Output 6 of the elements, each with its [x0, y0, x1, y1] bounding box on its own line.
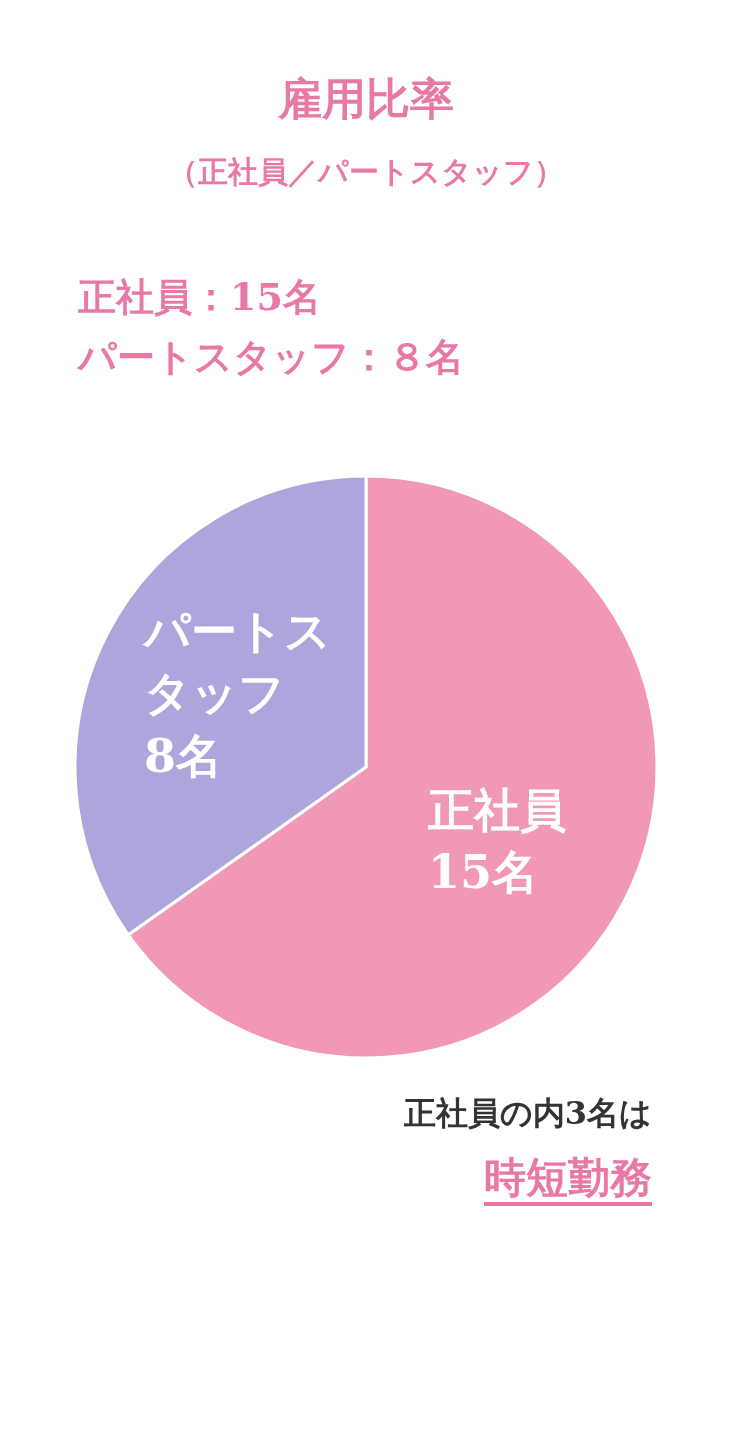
annotation: 正社員：15名: [78, 273, 321, 321]
subtitle: （正社員／パートスタッフ）: [167, 153, 565, 191]
annotation: 正社員の内3名は: [403, 1093, 652, 1134]
annotation: 時短勤務: [484, 1152, 652, 1204]
title: 雇用比率: [277, 72, 455, 126]
annotation: パートスタッフ：８名: [78, 333, 464, 381]
